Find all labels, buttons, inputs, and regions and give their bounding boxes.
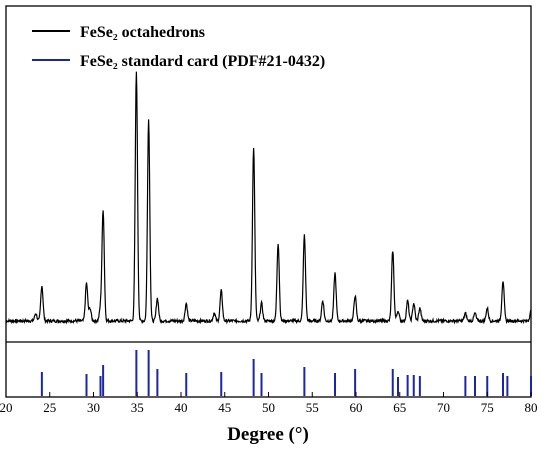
x-tick-label: 35 xyxy=(131,400,144,415)
x-tick-label: 55 xyxy=(306,400,319,415)
legend-label-card: FeSe₂ standard card (PDF#21-0432) xyxy=(80,53,325,70)
x-tick-label: 30 xyxy=(87,400,100,415)
x-axis-ticks: 20 25 30 35 40 45 50 55 60 65 70 75 80 xyxy=(0,392,538,415)
xrd-pattern-layer xyxy=(5,71,532,325)
x-tick-label: 80 xyxy=(525,400,538,415)
x-tick-label: 45 xyxy=(218,400,231,415)
xrd-pattern-line xyxy=(5,71,532,325)
legend: FeSe₂ octahedrons FeSe₂ standard card (P… xyxy=(32,24,325,70)
x-axis-title: Degree (°) xyxy=(227,424,309,445)
x-tick-label: 70 xyxy=(437,400,450,415)
x-tick-label: 60 xyxy=(350,400,363,415)
x-tick-label: 50 xyxy=(262,400,275,415)
x-tick-label: 65 xyxy=(393,400,406,415)
x-tick-label: 25 xyxy=(43,400,56,415)
legend-label-sample: FeSe₂ octahedrons xyxy=(80,24,205,41)
x-tick-label: 20 xyxy=(0,400,13,415)
x-tick-label: 75 xyxy=(481,400,494,415)
x-tick-label: 40 xyxy=(175,400,188,415)
reference-sticks-layer xyxy=(40,350,532,396)
